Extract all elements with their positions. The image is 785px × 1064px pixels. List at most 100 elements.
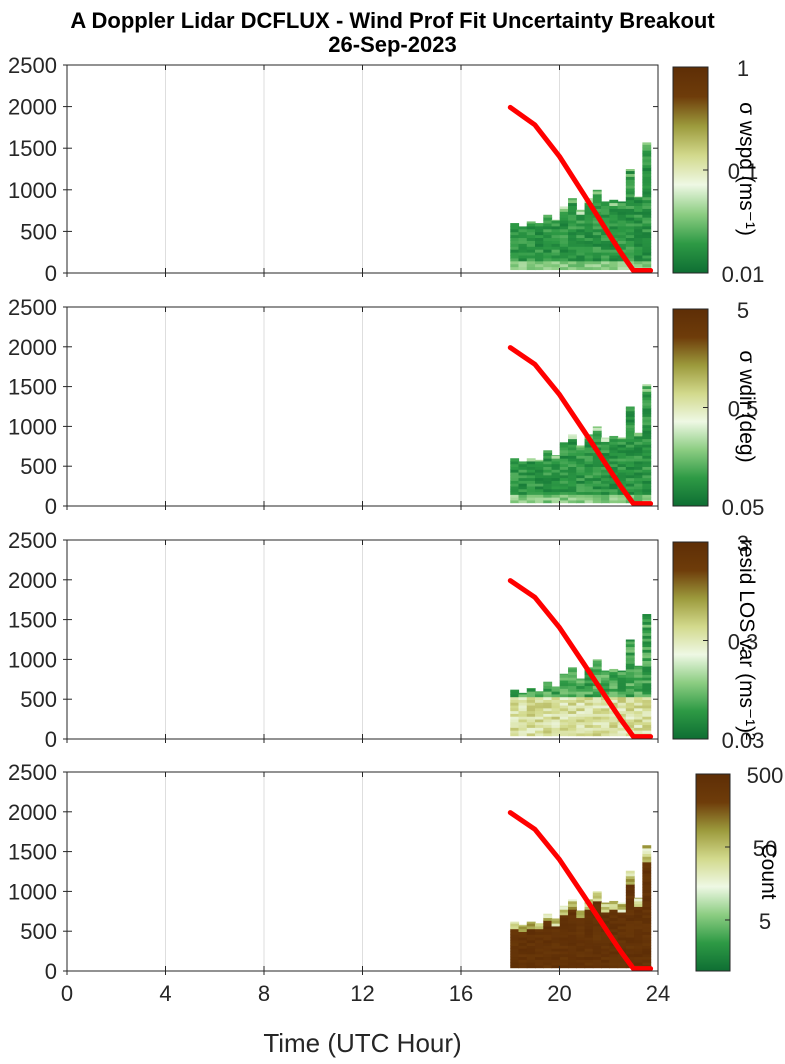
heatmap-cell (584, 953, 594, 958)
heatmap-cell (609, 671, 619, 675)
heatmap-cell (518, 716, 528, 720)
heatmap-cell (568, 240, 577, 244)
heatmap-cell (518, 488, 528, 493)
colorbar-tick-label: 0.1 (728, 159, 759, 184)
heatmap-cell (601, 260, 610, 265)
heatmap-cell (617, 945, 627, 949)
heatmap-cell (526, 688, 536, 692)
heatmap-cell (634, 906, 643, 910)
heatmap-cell (551, 219, 561, 221)
heatmap-cell (592, 937, 602, 941)
heatmap-cell (535, 237, 544, 241)
heatmap-cell (642, 430, 652, 434)
heatmap-cell (634, 432, 643, 434)
heatmap-cell (543, 713, 553, 717)
heatmap-cell (568, 937, 577, 941)
heatmap-cell (634, 438, 643, 442)
heatmap-cell (634, 719, 643, 723)
heatmap-cell (634, 699, 643, 703)
heatmap-cell (642, 225, 652, 230)
heatmap-cell (617, 710, 627, 714)
heatmap-cell (617, 237, 627, 241)
heatmap-cell (592, 948, 602, 952)
heatmap-cell (601, 956, 610, 960)
heatmap-cell (584, 258, 594, 262)
heatmap-cell (535, 240, 544, 244)
heatmap-cell (592, 959, 602, 963)
heatmap-cell (568, 953, 577, 958)
heatmap-cell (592, 266, 602, 271)
heatmap-cell (518, 953, 528, 958)
heatmap-cell (642, 898, 652, 902)
y-tick-label: 500 (20, 454, 57, 479)
heatmap-cell (634, 939, 643, 944)
heatmap-cell (625, 898, 635, 902)
heatmap-cell (642, 945, 652, 949)
heatmap-cell (551, 488, 561, 493)
heatmap-cell (576, 480, 586, 484)
heatmap-cell (526, 488, 536, 493)
heatmap-cell (609, 931, 619, 935)
heatmap-cell (576, 965, 586, 969)
heatmap-cell (625, 441, 635, 445)
heatmap-cell (584, 912, 594, 916)
heatmap-cell (518, 939, 528, 944)
heatmap-cell (551, 694, 561, 698)
heatmap-cell (568, 220, 577, 224)
heatmap-cell (584, 461, 594, 465)
heatmap-cell (592, 252, 602, 256)
heatmap-cell (642, 956, 652, 960)
heatmap-cell (584, 926, 594, 930)
heatmap-cell (609, 447, 619, 451)
heatmap-cell (634, 705, 643, 709)
heatmap-cell (592, 466, 602, 470)
heatmap-cell (634, 713, 643, 717)
heatmap-cell (576, 234, 586, 239)
heatmap-cell (642, 474, 652, 479)
heatmap-cell (609, 677, 619, 681)
heatmap-cell (535, 491, 544, 495)
heatmap-cell (518, 724, 528, 728)
heatmap-cell (568, 211, 577, 215)
heatmap-cell (584, 959, 594, 963)
heatmap-cell (559, 469, 569, 473)
heatmap-cell (609, 926, 619, 930)
heatmap-cell (568, 205, 577, 209)
heatmap-cell (576, 962, 586, 966)
heatmap-cell (559, 447, 569, 451)
heatmap-cell (526, 252, 536, 256)
heatmap-cell (526, 716, 536, 720)
heatmap-cell (642, 948, 652, 952)
heatmap-cell (634, 217, 643, 221)
heatmap-cell (642, 629, 652, 634)
heatmap-cell (642, 486, 652, 490)
heatmap-cell (543, 934, 553, 938)
heatmap-cell (625, 926, 635, 930)
heatmap-cell (551, 956, 561, 960)
heatmap-cell (634, 903, 643, 907)
heatmap-cell (609, 488, 619, 493)
heatmap-cell (642, 951, 652, 955)
x-tick-label: 0 (61, 981, 73, 1006)
heatmap-cell (592, 497, 602, 501)
heatmap-cell (634, 914, 643, 919)
heatmap-cell (625, 225, 635, 230)
heatmap-cell (601, 912, 610, 916)
heatmap-cell (510, 721, 520, 726)
heatmap-cell (518, 730, 528, 734)
heatmap-cell (601, 234, 610, 239)
heatmap-cell (526, 258, 536, 262)
heatmap-cell (609, 486, 619, 490)
heatmap-cell (642, 627, 652, 631)
heatmap-cell (559, 240, 569, 244)
heatmap-cell (642, 231, 652, 236)
heatmap-cell (601, 243, 610, 247)
heatmap-cell (576, 231, 586, 236)
heatmap-cell (535, 260, 544, 265)
heatmap-cell (642, 668, 652, 673)
heatmap-cell (535, 477, 544, 481)
heatmap-cell (601, 452, 610, 456)
heatmap-cell (568, 688, 577, 692)
heatmap-cell (609, 441, 619, 445)
heatmap-cell (625, 191, 635, 195)
